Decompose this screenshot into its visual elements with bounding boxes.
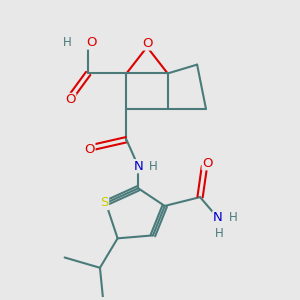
Text: O: O <box>87 36 97 49</box>
Text: O: O <box>202 157 213 170</box>
Text: H: H <box>149 160 158 173</box>
Text: N: N <box>133 160 143 173</box>
Text: H: H <box>215 226 224 239</box>
Text: S: S <box>100 196 109 209</box>
Text: O: O <box>142 37 152 50</box>
Text: H: H <box>229 211 237 224</box>
Text: O: O <box>84 143 95 157</box>
Text: H: H <box>63 36 72 49</box>
Text: N: N <box>213 211 223 224</box>
Text: O: O <box>65 93 76 106</box>
